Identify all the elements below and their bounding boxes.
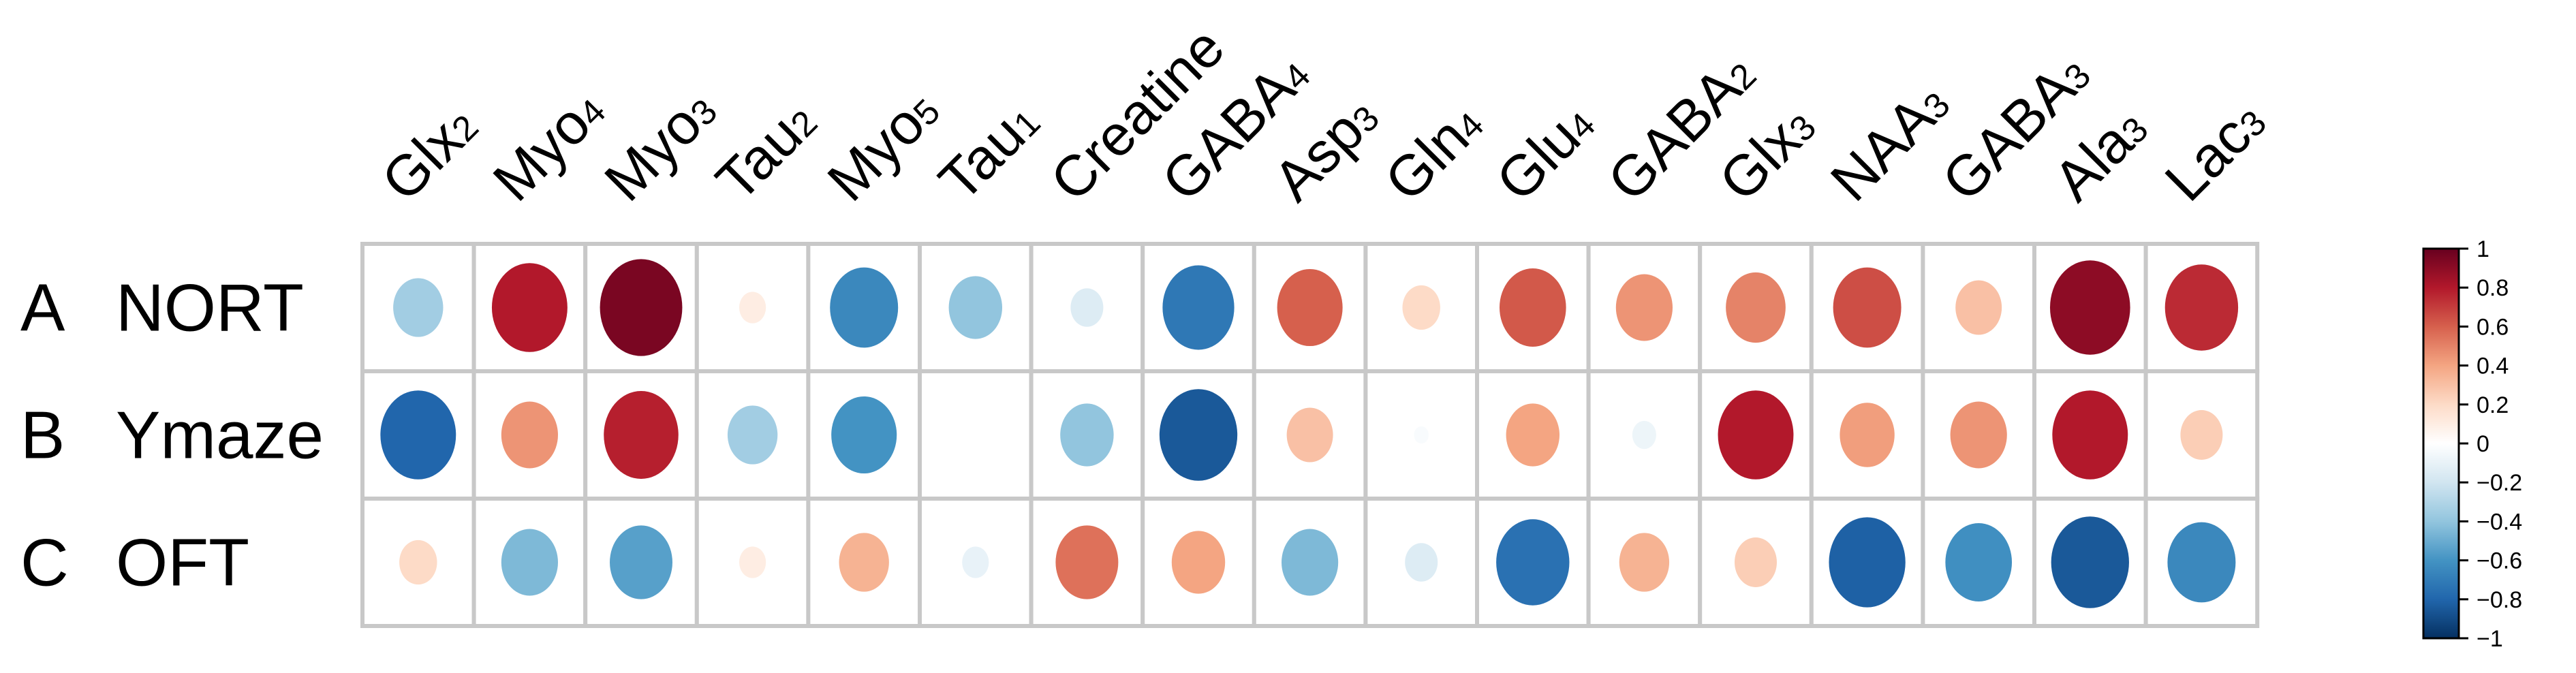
correlation-ellipse [962, 546, 989, 578]
correlation-ellipse [1162, 265, 1235, 350]
correlation-ellipse [1735, 537, 1777, 587]
column-labels: Glx2Myo4Myo3Tau2Myo5Tau1CreatineGABA4Asp… [369, 15, 2278, 213]
row-letter: A [20, 270, 65, 345]
correlation-ellipse [501, 529, 558, 596]
colorbar-tick-label: 0.4 [2477, 354, 2509, 379]
correlation-ellipse [1833, 267, 1902, 348]
correlation-ellipse [393, 278, 444, 337]
correlation-ellipse [739, 292, 766, 324]
correlation-ellipse [1282, 529, 1339, 596]
colorbar-tick-label: −1 [2477, 626, 2503, 652]
correlation-ellipse [1955, 280, 2002, 335]
colorbar-tick-label: 0.2 [2477, 392, 2509, 418]
correlation-ellipse [1726, 272, 1786, 343]
correlation-ellipse [1506, 403, 1560, 467]
column-label: Lac3 [2153, 89, 2278, 213]
correlation-ellipse [727, 405, 778, 465]
correlation-ellipse [1499, 268, 1566, 347]
column-label: Myo5 [815, 78, 950, 213]
colorbar-tick-label: 0 [2477, 431, 2489, 457]
correlation-ellipse [501, 401, 558, 469]
column-label: Myo3 [592, 78, 728, 213]
correlation-ellipse [1286, 407, 1333, 463]
row-letter: C [20, 525, 69, 600]
correlation-ellipse [1055, 525, 1119, 599]
correlation-ellipse [948, 276, 1003, 339]
correlation-ellipse [1070, 288, 1104, 327]
correlation-ellipse [1619, 533, 1670, 592]
colorbar-tick-label: 1 [2477, 236, 2489, 262]
colorbar-tick-label: −0.8 [2477, 587, 2522, 613]
colorbar-tick-label: −0.2 [2477, 470, 2522, 496]
correlation-ellipse [1060, 403, 1114, 467]
correlation-ellipse [2180, 410, 2223, 460]
correlation-ellipse [1402, 285, 1440, 330]
column-label: Glu4 [1484, 91, 1606, 213]
correlation-ellipse [2052, 390, 2128, 480]
correlation-ellipse [831, 396, 897, 474]
correlation-cells [380, 259, 2239, 608]
row-name: OFT [116, 525, 249, 600]
correlation-ellipse [1840, 403, 1895, 467]
colorbar-tick-label: −0.4 [2477, 509, 2522, 535]
row-name: Ymaze [116, 398, 324, 473]
colorbar-tick-label: 0.6 [2477, 314, 2509, 340]
column-label: Tau2 [704, 89, 828, 213]
correlation-ellipse [1159, 389, 1238, 481]
colorbar-tick-label: −0.6 [2477, 548, 2522, 574]
column-label: Myo4 [481, 78, 617, 213]
column-label: Tau1 [927, 89, 1051, 213]
correlation-ellipse [739, 546, 766, 578]
correlation-ellipse [2049, 260, 2130, 355]
correlation-ellipse [604, 391, 679, 479]
column-label: Glx2 [369, 93, 489, 213]
correlation-ellipse [1171, 531, 1226, 594]
correlation-ellipse [610, 525, 672, 599]
correlation-ellipse [1950, 401, 2007, 469]
row-labels: A NORT B Ymaze C OFT [20, 270, 324, 600]
correlation-ellipse [2164, 264, 2239, 351]
row-letter: B [20, 398, 65, 473]
correlation-ellipse [399, 539, 437, 585]
correlation-ellipse [2167, 522, 2236, 603]
colorbar-tick-label: 0.8 [2477, 275, 2509, 301]
correlation-ellipse [2051, 516, 2129, 608]
correlation-ellipse [1496, 519, 1570, 606]
correlation-ellipse [600, 259, 683, 356]
correlation-ellipse [1277, 268, 1343, 347]
correlation-ellipse [1632, 420, 1656, 450]
grid-cell [918, 369, 1034, 501]
color-scale-legend: 1 0.8 0.6 0.4 0.2 0 −0.2 −0.4 −0.6 −0.8 −1 [2422, 236, 2522, 652]
column-label: NAA3 [1818, 71, 1961, 213]
grid-cell [1698, 242, 1814, 373]
correlation-ellipse [839, 533, 889, 592]
column-label: Gln4 [1372, 91, 1494, 213]
correlation-ellipse [1945, 523, 2013, 601]
correlation-ellipse [1414, 426, 1429, 444]
correlation-ellipse [1405, 543, 1438, 582]
grid-cell [806, 242, 922, 373]
correlation-ellipse [491, 263, 568, 352]
correlation-ellipse [380, 390, 456, 480]
row-name: NORT [116, 270, 304, 345]
correlation-ellipse [1615, 274, 1673, 341]
correlation-ellipse [1829, 517, 1906, 608]
correlation-ellipse [830, 267, 899, 348]
correlation-ellipse [1718, 390, 1794, 480]
colorbar [2422, 247, 2460, 640]
